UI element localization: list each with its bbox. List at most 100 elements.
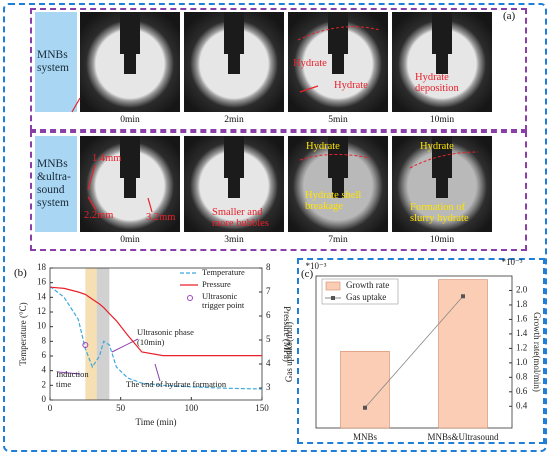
point xyxy=(363,405,367,410)
row-box xyxy=(30,131,527,251)
y-tick-label: 8 xyxy=(42,335,47,345)
hydrate-front xyxy=(299,153,371,161)
annotation: Induction time xyxy=(56,369,89,389)
y2-tick-label: 7 xyxy=(266,286,271,296)
y2-axis-label: Pressure (MPa) xyxy=(282,306,292,362)
arrow xyxy=(87,196,97,211)
x-tick-label: 0 xyxy=(48,403,53,413)
y-axis-label: Gas uptake(mol) xyxy=(284,322,294,382)
note: Smaller and more bubbles xyxy=(212,207,269,229)
legend-label: Ultrasonic trigger point xyxy=(202,291,245,310)
series-line xyxy=(364,296,464,408)
chart: 0 2 4 6 8 10 12 14 16 18 3 4 5 6 7 8 Temperature (°C) Pre… xyxy=(18,262,292,427)
y2-multiplier: *10⁻³ xyxy=(502,257,523,267)
y-axis-label: Temperature (°C) xyxy=(18,302,28,365)
note: 2.2mm xyxy=(84,210,114,221)
annotation: The end of hydrate formation xyxy=(126,379,227,389)
y2-tick-label: 0.4 xyxy=(516,400,528,410)
caption: 7min xyxy=(328,235,348,245)
note: 3.2mm xyxy=(146,212,176,223)
y2-tick-label: 1.8 xyxy=(516,299,528,309)
photo xyxy=(80,136,180,232)
y-tick-label: 18 xyxy=(37,262,47,272)
stirrer xyxy=(224,136,244,178)
y2-tick-label: 6 xyxy=(266,310,271,320)
y2-tick-label: 1.2 xyxy=(516,342,527,352)
y-multiplier: *10⁻³ xyxy=(306,261,327,271)
y-tick-label: 14 xyxy=(37,291,47,301)
legend-swatch xyxy=(187,295,193,301)
stirrer xyxy=(332,52,344,74)
caption: 3min xyxy=(224,235,244,245)
y-tick-label: 4 xyxy=(42,365,47,375)
hydrate-front xyxy=(297,26,381,41)
x-tick-label: 150 xyxy=(255,403,269,413)
y-tick-label: 2 xyxy=(42,379,47,389)
caption: 10min xyxy=(429,115,455,125)
note: Hydrate xyxy=(306,141,340,152)
stirrer xyxy=(224,12,244,54)
stirrer xyxy=(120,136,140,178)
plot-frame xyxy=(315,275,513,429)
stirrer xyxy=(436,52,448,74)
y-tick-label: 6 xyxy=(42,350,47,360)
arrow xyxy=(299,85,319,93)
hydrate-front xyxy=(409,151,479,169)
stirrer xyxy=(328,12,348,54)
note: Formation of slurry hydrate xyxy=(410,202,469,224)
bar xyxy=(340,350,390,429)
stirrer xyxy=(328,136,348,178)
note: Hydrate xyxy=(420,141,454,152)
x-tick-label: MNBs xyxy=(353,432,378,442)
legend-label: Gas uptake xyxy=(346,292,386,302)
legend-swatch xyxy=(331,296,335,300)
caption: 0min xyxy=(120,115,140,125)
row-box xyxy=(30,8,527,131)
trigger-point xyxy=(82,342,89,348)
y-tick-label: 12 xyxy=(37,306,46,316)
row-label: MNBs system xyxy=(35,12,77,112)
y2-tick-label: 1.6 xyxy=(516,313,528,323)
row-label: MNBs &ultra-sound system xyxy=(35,136,77,232)
span xyxy=(85,268,97,400)
legend-label: Pressure xyxy=(202,279,231,289)
photo xyxy=(184,12,284,112)
y2-tick-label: 2.0 xyxy=(516,285,528,295)
y-tick-label: 10 xyxy=(37,321,47,331)
y2-tick-label: 0.8 xyxy=(516,371,528,381)
note: Hydrate shell breakage xyxy=(305,190,362,212)
stirrer xyxy=(432,12,452,54)
x-tick-label: MNBs&Ultrasound xyxy=(427,432,499,442)
note: Hydrate deposition xyxy=(415,72,459,94)
arrow xyxy=(147,197,153,213)
photo xyxy=(392,136,492,232)
arrow xyxy=(87,164,96,191)
panel-c-border xyxy=(297,258,545,444)
photo xyxy=(184,136,284,232)
y2-tick-label: 4 xyxy=(266,358,271,368)
y2-tick-label: 1.0 xyxy=(516,357,528,367)
stirrer xyxy=(332,176,344,198)
note: Hydrate xyxy=(334,80,368,91)
series-line xyxy=(49,285,263,390)
arrow xyxy=(71,97,81,113)
y-tick-label: 0 xyxy=(42,394,47,404)
annotation: Ultrasonic phase (10min) xyxy=(137,327,194,347)
outer-border xyxy=(3,3,547,452)
legend-swatch xyxy=(325,281,341,291)
panel-label: (b) xyxy=(14,267,27,279)
x-tick-label: 50 xyxy=(116,403,126,413)
stirrer xyxy=(228,52,240,74)
photo xyxy=(288,136,388,232)
y2-axis-label: Growth rate(mol/min) xyxy=(532,312,542,392)
arrow xyxy=(154,363,161,382)
note: Hydrate xyxy=(293,58,327,69)
arrow xyxy=(57,371,81,375)
stirrer xyxy=(120,12,140,54)
bar xyxy=(438,279,488,429)
legend-label: Temperature xyxy=(202,267,245,277)
arrow xyxy=(111,338,139,353)
point xyxy=(461,294,465,299)
y2-tick-label: 5 xyxy=(266,334,271,344)
